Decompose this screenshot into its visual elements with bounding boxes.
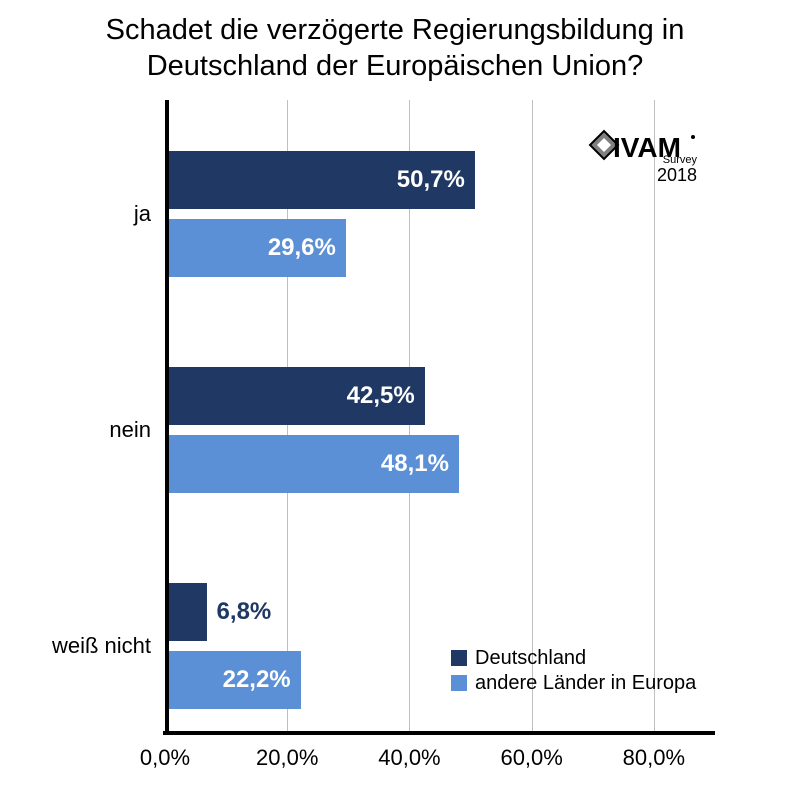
legend-label: Deutschland: [475, 647, 586, 670]
x-tick-label: 80,0%: [623, 745, 685, 771]
bar-value-label: 50,7%: [397, 166, 465, 194]
legend-swatch: [451, 675, 467, 691]
chart-title-line2: Deutschland der Europäischen Union?: [147, 50, 644, 82]
legend: Deutschlandandere Länder in Europa: [451, 645, 696, 697]
legend-item: andere Länder in Europa: [451, 672, 696, 695]
bar-value-label: 42,5%: [347, 382, 415, 410]
legend-item: Deutschland: [451, 647, 696, 670]
y-category-label: ja: [134, 201, 151, 227]
x-tick-label: 0,0%: [140, 745, 190, 771]
legend-swatch: [451, 650, 467, 666]
chart-title-line1: Schadet die verzögerte Regierungsbildung…: [106, 14, 685, 46]
bar-value-label: 48,1%: [381, 450, 449, 478]
ivam-logo-icon: IVAMSurvey2018: [575, 125, 705, 200]
chart-title: Schadet die verzögerte Regierungsbildung…: [0, 0, 790, 85]
bar-de: 50,7%: [169, 151, 475, 209]
bar-eu: 48,1%: [169, 435, 459, 493]
legend-label: andere Länder in Europa: [475, 672, 696, 695]
y-category-label: weiß nicht: [52, 633, 151, 659]
bar-value-label: 22,2%: [223, 666, 291, 694]
bar-eu: 29,6%: [169, 219, 346, 277]
gridline: [532, 100, 533, 735]
y-category-label: nein: [109, 417, 151, 443]
logo-text-year: 2018: [657, 165, 697, 185]
x-tick-label: 40,0%: [378, 745, 440, 771]
bar-value-label: 29,6%: [268, 234, 336, 262]
x-axis-line: [163, 731, 715, 735]
ivam-survey-logo: IVAMSurvey2018: [575, 125, 705, 200]
bar-de: 6,8%: [169, 583, 207, 641]
bar-de: 42,5%: [169, 367, 425, 425]
x-tick-label: 20,0%: [256, 745, 318, 771]
x-tick-label: 60,0%: [500, 745, 562, 771]
bar-eu: 22,2%: [169, 651, 301, 709]
bar-value-label: 6,8%: [217, 598, 272, 626]
